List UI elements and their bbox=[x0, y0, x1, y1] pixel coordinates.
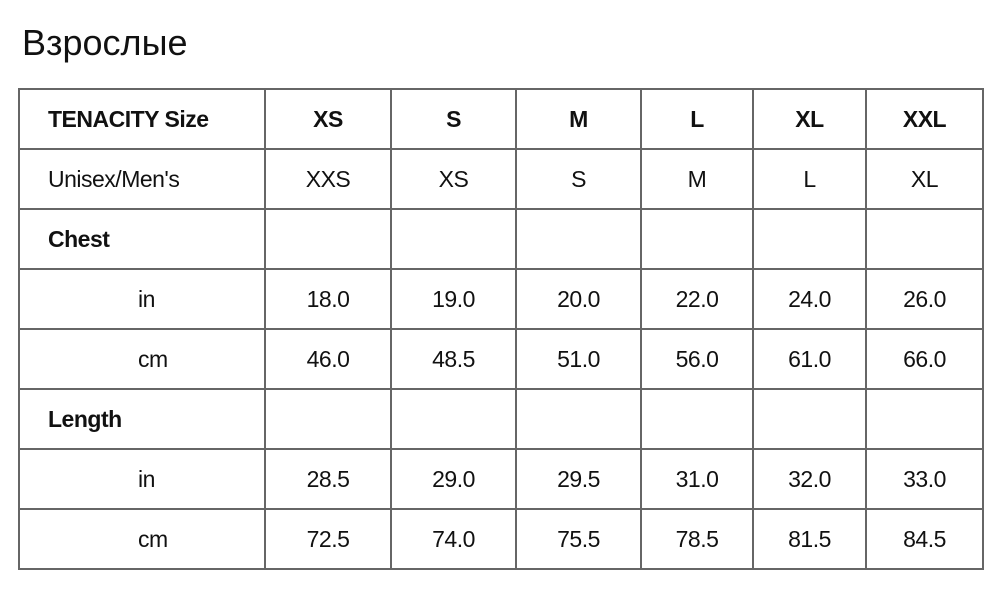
page-title: Взрослые bbox=[22, 22, 188, 63]
table-cell: 56.0 bbox=[640, 328, 754, 390]
row-label-cell: cm bbox=[18, 328, 266, 390]
table-cell: 24.0 bbox=[752, 268, 867, 330]
table-row-chest-cm: cm 46.0 48.5 51.0 56.0 61.0 66.0 bbox=[18, 328, 984, 390]
table-cell: 61.0 bbox=[752, 328, 867, 390]
table-row-chest-in: in 18.0 19.0 20.0 22.0 24.0 26.0 bbox=[18, 268, 984, 330]
table-cell: 20.0 bbox=[515, 268, 642, 330]
table-cell: XXS bbox=[264, 148, 392, 210]
section-label-cell: Length bbox=[18, 388, 266, 450]
table-cell: 48.5 bbox=[390, 328, 517, 390]
empty-cell bbox=[865, 208, 984, 270]
table-cell: L bbox=[640, 88, 754, 150]
table-cell: 19.0 bbox=[390, 268, 517, 330]
table-cell: 66.0 bbox=[865, 328, 984, 390]
table-cell: 18.0 bbox=[264, 268, 392, 330]
table-cell: 78.5 bbox=[640, 508, 754, 570]
table-cell: XS bbox=[264, 88, 392, 150]
table-cell: M bbox=[515, 88, 642, 150]
empty-cell bbox=[752, 208, 867, 270]
row-label-cell: Unisex/Men's bbox=[18, 148, 266, 210]
table-cell: L bbox=[752, 148, 867, 210]
row-label-cell: in bbox=[18, 448, 266, 510]
table-cell: 33.0 bbox=[865, 448, 984, 510]
table-cell: 32.0 bbox=[752, 448, 867, 510]
empty-cell bbox=[390, 208, 517, 270]
row-label-cell: TENACITY Size bbox=[18, 88, 266, 150]
row-label-cell: in bbox=[18, 268, 266, 330]
table-cell: XXL bbox=[865, 88, 984, 150]
table-cell: 22.0 bbox=[640, 268, 754, 330]
table-cell: 84.5 bbox=[865, 508, 984, 570]
table-cell: S bbox=[515, 148, 642, 210]
table-cell: 72.5 bbox=[264, 508, 392, 570]
empty-cell bbox=[390, 388, 517, 450]
table-cell: XS bbox=[390, 148, 517, 210]
table-cell: XL bbox=[752, 88, 867, 150]
table-cell: 29.0 bbox=[390, 448, 517, 510]
table-cell: 31.0 bbox=[640, 448, 754, 510]
empty-cell bbox=[865, 388, 984, 450]
table-row-length-in: in 28.5 29.0 29.5 31.0 32.0 33.0 bbox=[18, 448, 984, 510]
table-header-row: TENACITY Size XS S M L XL XXL bbox=[18, 88, 984, 150]
empty-cell bbox=[264, 388, 392, 450]
table-cell: 46.0 bbox=[264, 328, 392, 390]
empty-cell bbox=[264, 208, 392, 270]
empty-cell bbox=[640, 208, 754, 270]
table-row-chest-section: Chest bbox=[18, 208, 984, 270]
size-chart-table: TENACITY Size XS S M L XL XXL Unisex/Men's XXS X… bbox=[18, 88, 984, 570]
table-cell: 74.0 bbox=[390, 508, 517, 570]
table-cell: 29.5 bbox=[515, 448, 642, 510]
table-row-length-section: Length bbox=[18, 388, 984, 450]
empty-cell bbox=[752, 388, 867, 450]
row-label-cell: cm bbox=[18, 508, 266, 570]
empty-cell bbox=[515, 208, 642, 270]
empty-cell bbox=[640, 388, 754, 450]
table-cell: 26.0 bbox=[865, 268, 984, 330]
table-row-unisex: Unisex/Men's XXS XS S M L XL bbox=[18, 148, 984, 210]
table-cell: S bbox=[390, 88, 517, 150]
empty-cell bbox=[515, 388, 642, 450]
table-cell: 81.5 bbox=[752, 508, 867, 570]
table-cell: 75.5 bbox=[515, 508, 642, 570]
section-label-cell: Chest bbox=[18, 208, 266, 270]
table-cell: M bbox=[640, 148, 754, 210]
table-cell: 28.5 bbox=[264, 448, 392, 510]
table-cell: XL bbox=[865, 148, 984, 210]
table-row-length-cm: cm 72.5 74.0 75.5 78.5 81.5 84.5 bbox=[18, 508, 984, 570]
table-cell: 51.0 bbox=[515, 328, 642, 390]
